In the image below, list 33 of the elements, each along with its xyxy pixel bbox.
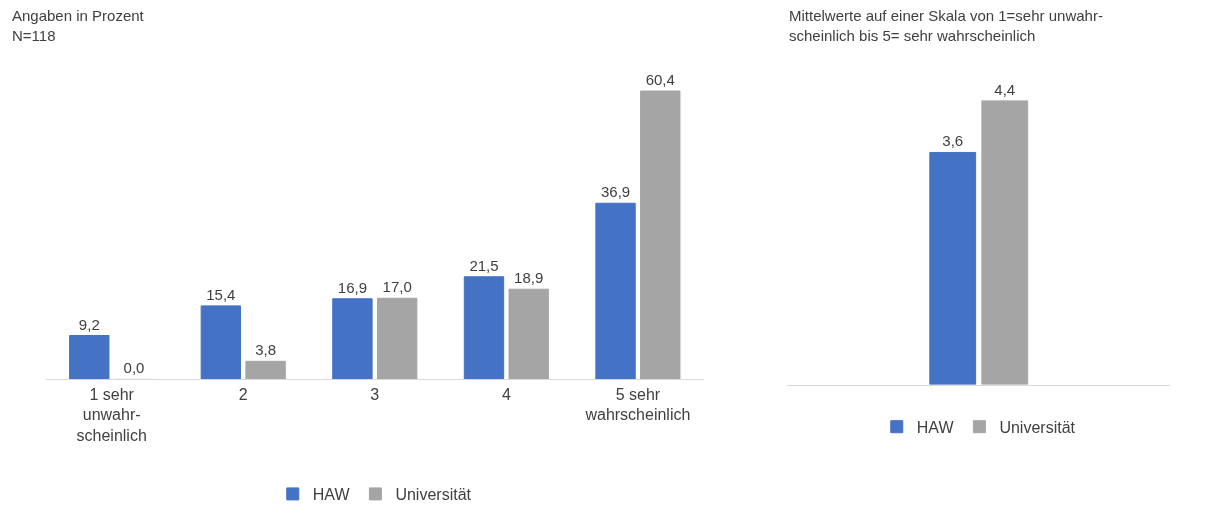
bar [595,202,636,380]
data-label: 9,2 [78,315,100,333]
bar [508,288,549,380]
data-label: 3,8 [255,341,277,359]
data-label: 21,5 [469,256,499,274]
chart-title: Angaben in Prozent [12,7,145,24]
x-tick-label: 5 sehr wahrscheinlich [584,385,691,424]
x-tick-label: 1 sehr unwahr- scheinlich [76,385,147,445]
chart-subtitle: N=118 [12,26,56,44]
chart-title: Mittelwerte auf einer Skala von 1=sehr unwahr- scheinlich bis 5= sehr wahrscheinlich [789,7,1103,44]
data-label: 0,0 [123,359,145,377]
bar [376,297,418,380]
x-tick-label: 4 [501,385,511,403]
bar [332,298,373,380]
data-label: 15,4 [206,285,236,303]
data-label: 3,6 [942,132,964,150]
legend-label: HAW [916,418,955,436]
bar [245,360,286,380]
bar [69,335,110,380]
data-label: 4,4 [994,80,1016,98]
legend-label: Universität [999,418,1076,436]
data-label: 18,9 [514,269,544,287]
data-label: 60,4 [645,71,675,89]
bar [640,90,681,380]
data-label: 16,9 [337,278,368,296]
data-label: 17,0 [382,278,412,296]
bar [200,305,242,380]
x-tick-label: 3 [370,385,380,403]
x-tick-label: 2 [238,385,248,403]
legend-label: HAW [312,486,351,504]
bar [463,276,505,380]
data-label: 36,9 [600,183,631,201]
legend-label: Universität [395,486,472,504]
